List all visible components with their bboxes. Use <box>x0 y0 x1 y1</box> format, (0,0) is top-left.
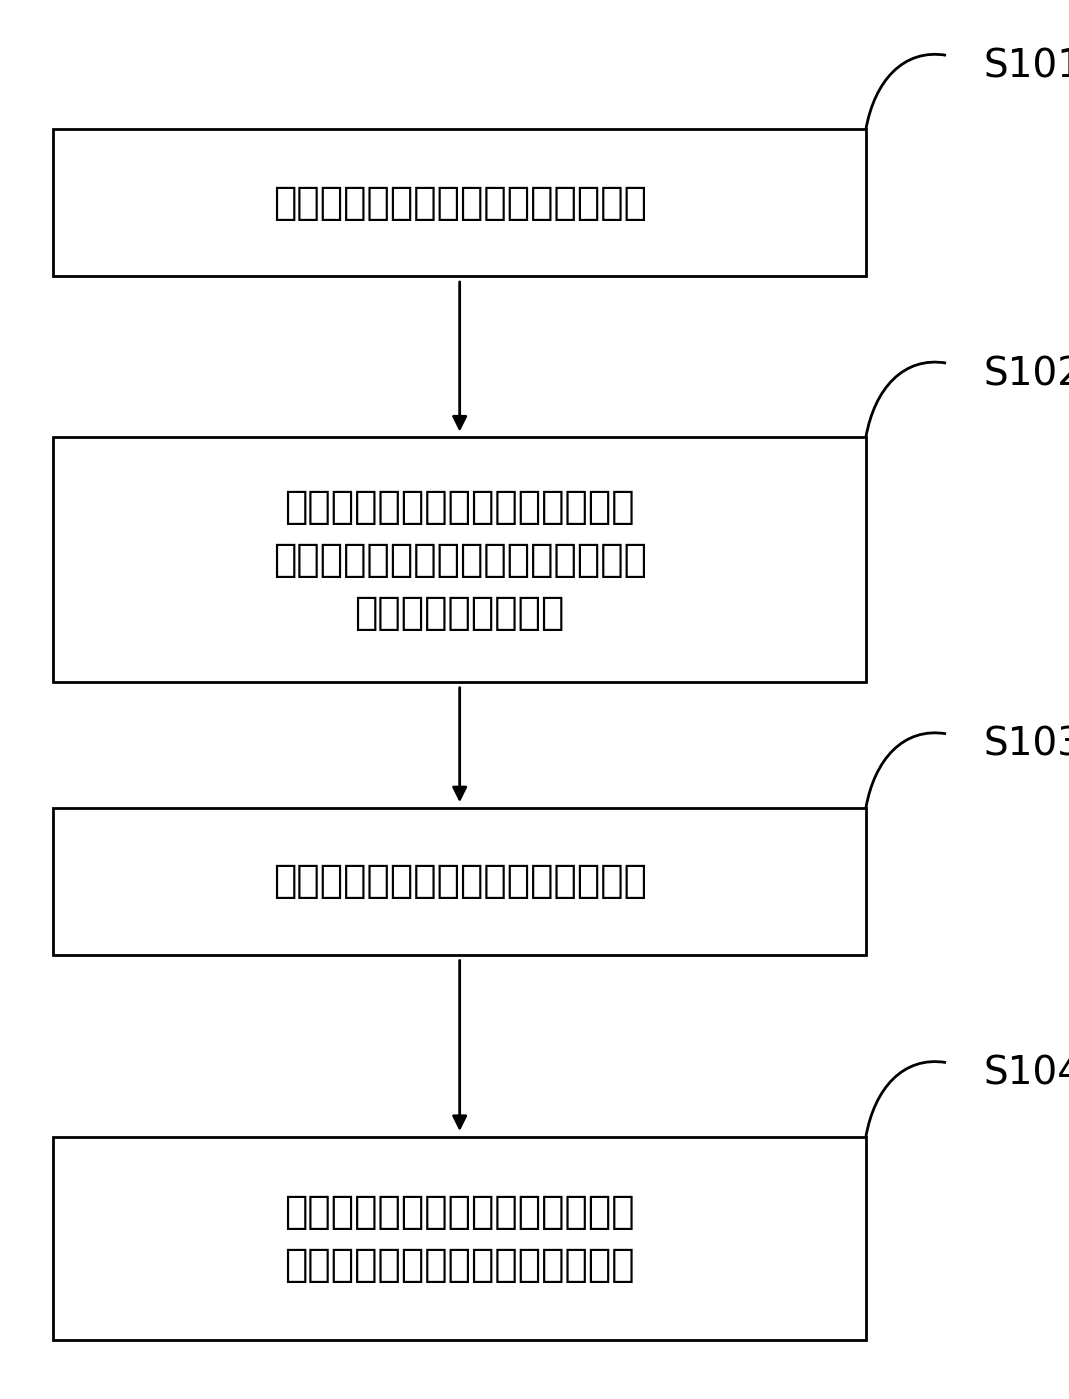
Text: S101: S101 <box>983 48 1069 85</box>
Text: 根据频率、幅度以及相位构建正弦波: 根据频率、幅度以及相位构建正弦波 <box>273 862 647 901</box>
FancyBboxPatch shape <box>53 436 866 683</box>
FancyBboxPatch shape <box>53 809 866 954</box>
Text: 将初始心电信号的预设区段与正弦
波信号做相减处理，输出波形信号: 将初始心电信号的预设区段与正弦 波信号做相减处理，输出波形信号 <box>284 1192 635 1284</box>
Text: S102: S102 <box>983 355 1069 393</box>
Text: S104: S104 <box>983 1055 1069 1093</box>
Text: 获取整流后的预设区段的心电信号
中工频干扰信号的参数，该参数包括
频率、幅度以及相位: 获取整流后的预设区段的心电信号 中工频干扰信号的参数，该参数包括 频率、幅度以及… <box>273 488 647 631</box>
FancyBboxPatch shape <box>53 1136 866 1340</box>
Text: S103: S103 <box>983 726 1069 764</box>
Text: 对预设区段的初始心电信号进行整流: 对预设区段的初始心电信号进行整流 <box>273 183 647 222</box>
FancyBboxPatch shape <box>53 130 866 277</box>
